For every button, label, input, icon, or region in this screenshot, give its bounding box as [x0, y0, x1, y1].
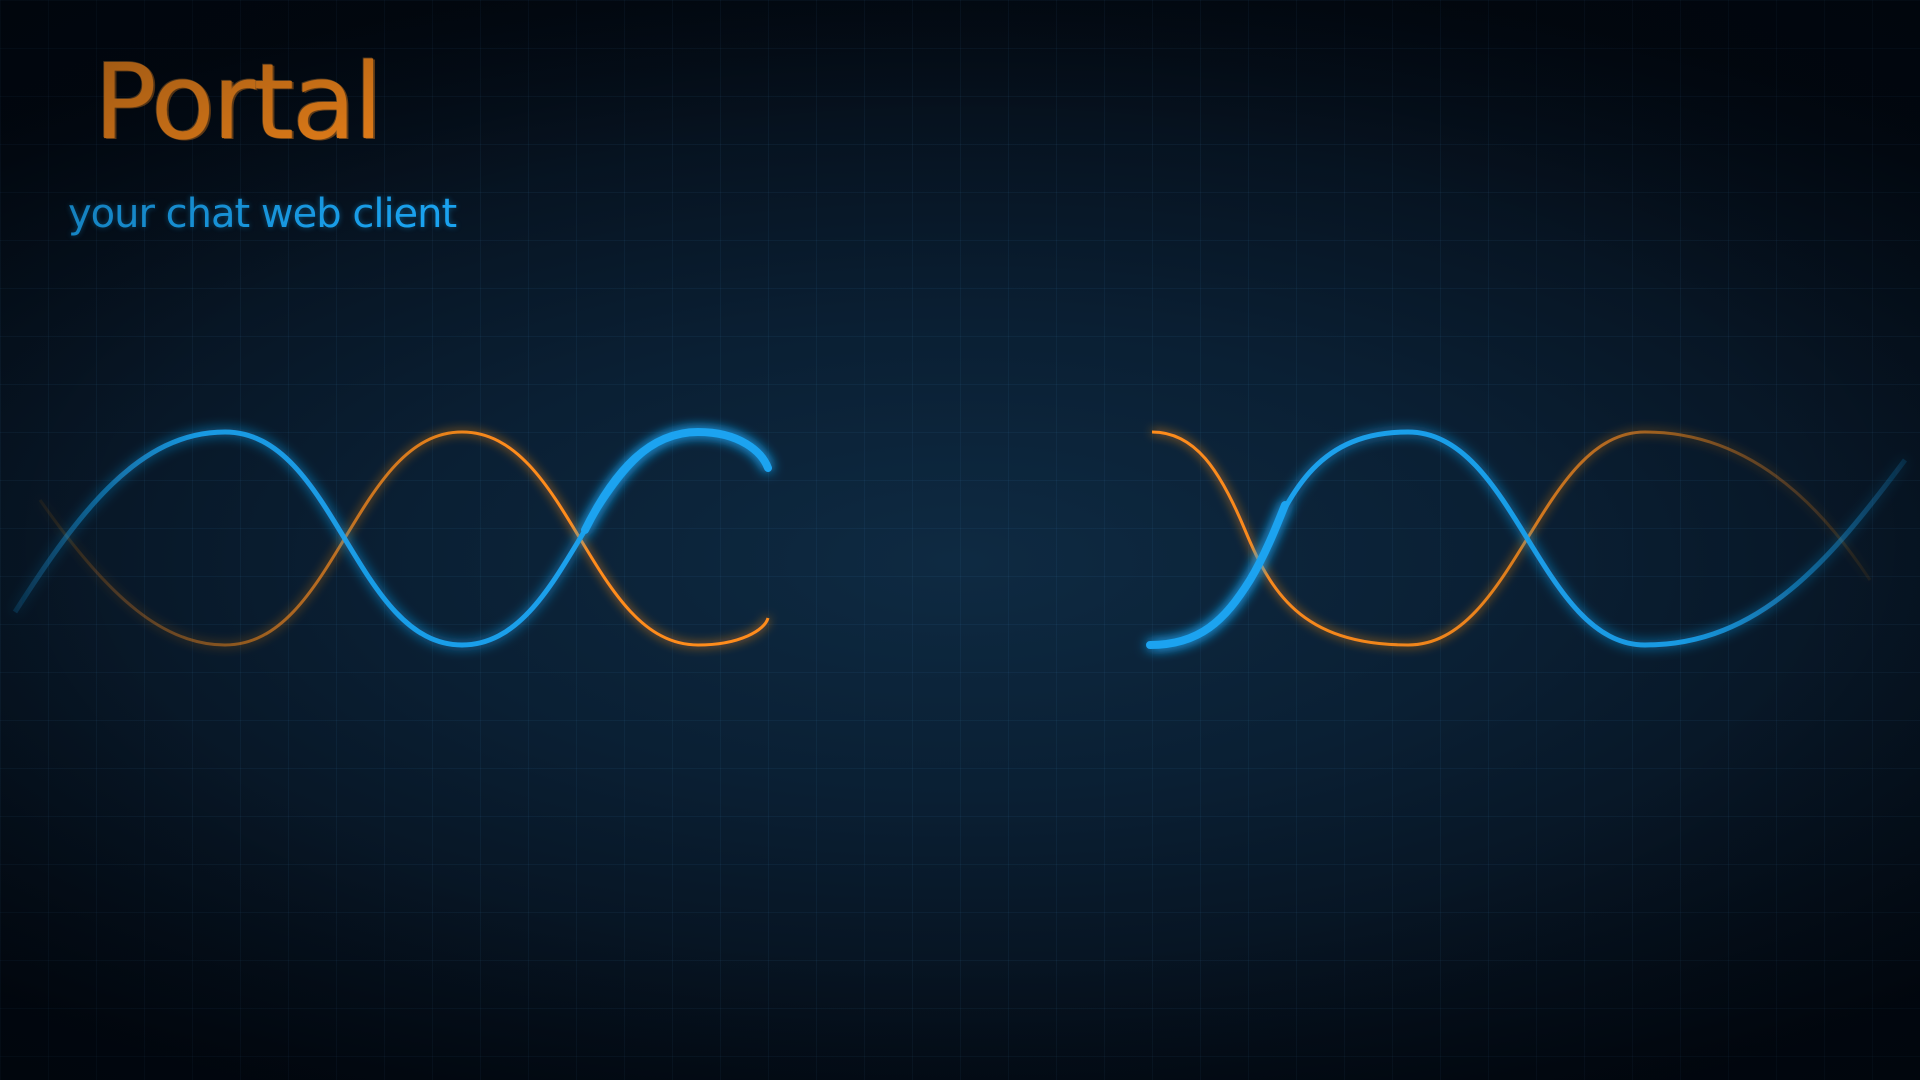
left-orange-wave — [38, 430, 770, 647]
app-tagline: your chat web client — [68, 191, 457, 237]
app-title: Portal — [94, 41, 383, 163]
right-blue-wave — [1151, 429, 1907, 648]
right-orange-wave — [1151, 430, 1872, 647]
right-blue-wave-highlight — [1146, 501, 1289, 649]
left-blue-wave — [12, 429, 771, 648]
left-blue-wave-highlight — [581, 427, 772, 534]
